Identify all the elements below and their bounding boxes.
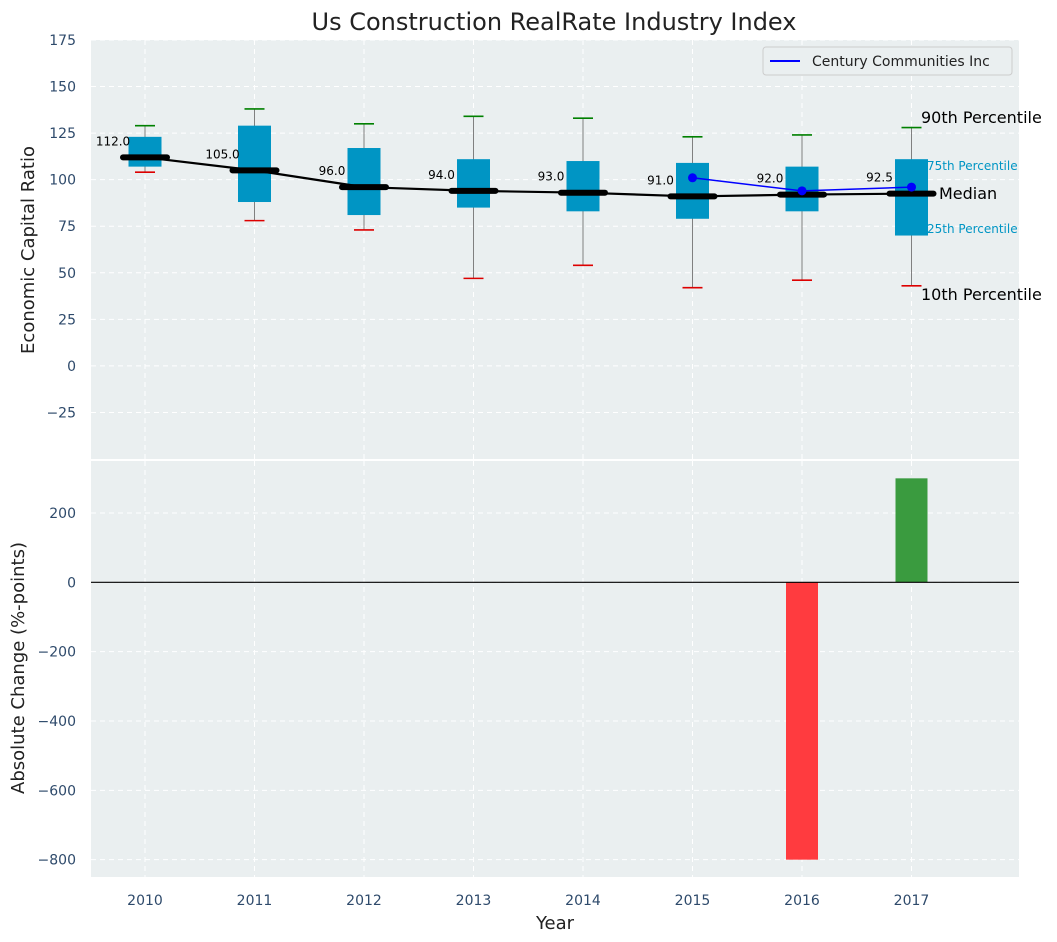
company-series (688, 173, 916, 196)
top-plot-background (91, 40, 1019, 459)
top-y-tick-label: 0 (67, 359, 76, 375)
top-y-tick-label: 25 (58, 312, 76, 328)
iqr-box (457, 159, 490, 208)
bottom-y-tick-label: 0 (67, 575, 76, 591)
top-y-tick-label: 75 (58, 219, 76, 235)
iqr-box (895, 159, 928, 236)
median-trend-line (144, 156, 912, 198)
x-tick-label: 2010 (127, 893, 163, 909)
iqr-box (566, 161, 600, 212)
x-ticks: 2010 2011 2012 2013 2014 2015 2016 2017 (127, 893, 929, 909)
p10-annotation: 10th Percentile (921, 285, 1042, 304)
p90-annotation: 90th Percentile (921, 108, 1042, 127)
top-y-tick-label: 175 (49, 33, 76, 49)
top-y-axis-label: Economic Capital Ratio (18, 146, 39, 354)
x-tick-label: 2017 (894, 893, 930, 909)
iqr-box (347, 148, 381, 216)
bottom-y-tick-label: −400 (38, 714, 76, 730)
x-tick-label: 2014 (565, 893, 601, 909)
top-y-tick-label: 125 (49, 126, 76, 142)
bottom-y-tick-label: −600 (38, 783, 76, 799)
top-panel: −25 0 25 50 75 100 125 150 175 112.0 105.0 96.0 94.… (18, 33, 1042, 459)
company-point (797, 186, 807, 196)
bottom-y-tick-label: −200 (38, 645, 76, 661)
legend-box (762, 46, 1013, 76)
company-point (688, 173, 697, 183)
percentile-annotations: 90th Percentile 75th Percentile Median 2… (921, 108, 1042, 304)
box-plots: 112.0 105.0 96.0 94.0 93.0 91.0 92.0 92.5 (96, 108, 937, 289)
iqr-box (238, 125, 271, 203)
x-tick-label: 2011 (237, 893, 273, 909)
p75-annotation: 75th Percentile (927, 159, 1018, 173)
median-value-label: 112.0 (96, 134, 130, 148)
top-y-tick-label: 150 (49, 80, 76, 96)
top-y-tick-label: 100 (49, 173, 76, 189)
x-tick-label: 2013 (456, 893, 492, 909)
legend-label: Century Communities Inc (812, 54, 990, 70)
chart-title: Us Construction RealRate Industry Index (312, 8, 797, 36)
x-tick-label: 2012 (346, 893, 382, 909)
change-bars (786, 478, 928, 860)
top-y-ticks: −25 0 25 50 75 100 125 150 175 (46, 33, 76, 421)
median-value-label: 92.0 (757, 172, 784, 186)
median-value-label: 96.0 (319, 164, 346, 178)
legend: Century Communities Inc (762, 46, 1013, 76)
iqr-box (676, 162, 709, 219)
iqr-box (128, 136, 162, 167)
bottom-y-tick-label: −800 (38, 853, 76, 869)
median-trend (144, 156, 912, 198)
median-annotation: Median (939, 184, 997, 203)
top-y-tick-label: 50 (58, 266, 76, 282)
x-tick-label: 2016 (784, 893, 820, 909)
bottom-plot-background (91, 461, 1019, 877)
median-value-label: 105.0 (205, 147, 239, 161)
company-point (907, 182, 916, 192)
median-value-label: 91.0 (647, 173, 674, 187)
bottom-y-ticks: −800 −600 −400 −200 0 200 (38, 506, 76, 869)
median-value-label: 94.0 (428, 168, 455, 182)
median-value-label: 92.5 (866, 171, 893, 185)
bottom-y-tick-label: 200 (49, 506, 76, 522)
x-axis-label: Year (535, 913, 575, 934)
p25-annotation: 25th Percentile (927, 222, 1018, 236)
top-y-tick-label: −25 (46, 405, 76, 421)
median-value-label: 93.0 (538, 170, 565, 184)
negative-change-bar (786, 582, 818, 860)
bottom-y-axis-label: Absolute Change (%-points) (8, 542, 29, 794)
x-tick-label: 2015 (675, 893, 711, 909)
positive-change-bar (895, 478, 928, 583)
